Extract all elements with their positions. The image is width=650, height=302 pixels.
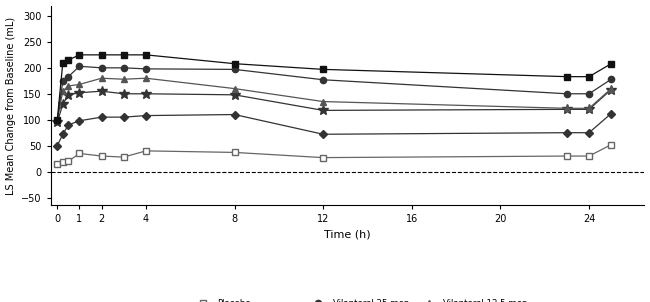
Y-axis label: LS Mean Change from Baseline (mL): LS Mean Change from Baseline (mL) (6, 16, 16, 194)
X-axis label: Time (h): Time (h) (324, 230, 371, 240)
Legend: Placebo, Vilanterol 6.25 mcg, Vilanterol 25 mcg, Vilanterol 3.0 mcg, Vilanterol : Placebo, Vilanterol 6.25 mcg, Vilanterol… (192, 299, 527, 302)
